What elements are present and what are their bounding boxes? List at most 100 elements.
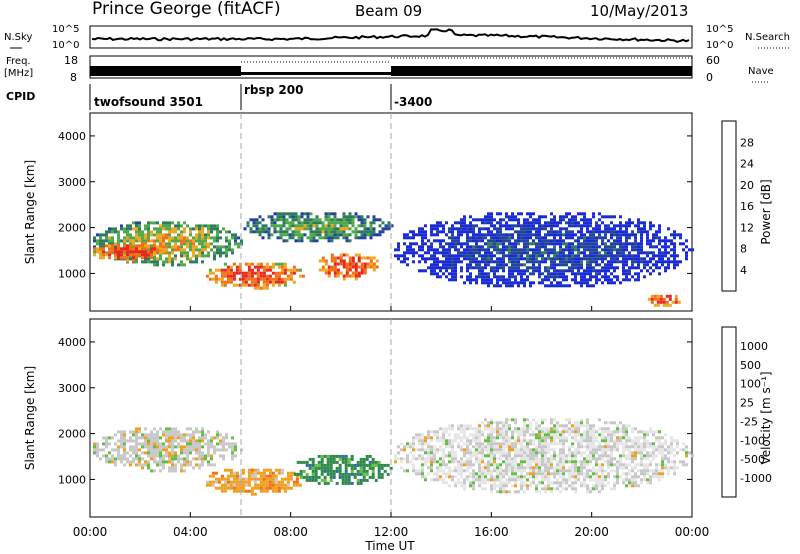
power-cells-cell-6 [674, 294, 678, 298]
velocity-cells-cell-0 [96, 451, 99, 455]
power-cells-cell-5 [445, 257, 448, 261]
power-cells-cell-5 [634, 245, 637, 249]
power-cells-cell-3 [357, 253, 361, 257]
velocity-cells-cell-1 [256, 483, 260, 487]
power-cells-cell-4 [324, 230, 328, 234]
power-cells-cell-0 [207, 236, 210, 240]
velocity-cells-cell-3 [634, 436, 637, 440]
power-cells-cell-2 [301, 274, 305, 278]
power-cells-cell-5 [667, 260, 670, 264]
power-cells-cell-5 [505, 284, 508, 288]
velocity-cells-cell-3 [475, 433, 478, 437]
power-cells-cell-5 [550, 284, 553, 288]
velocity-cells-cell-3 [499, 448, 502, 452]
power-cells-cell-4 [261, 227, 265, 231]
velocity-colorbar-tick-0: 1000 [740, 340, 768, 353]
velocity-cells-cell-1 [262, 474, 266, 478]
power-cells-cell-5 [652, 251, 655, 255]
power-cells-cell-0 [174, 254, 177, 258]
power-cells-cell-0 [216, 230, 219, 234]
cpid-segment-0: twofsound 3501 [94, 95, 203, 109]
velocity-cells-cell-3 [481, 472, 484, 476]
velocity-cells-cell-1 [226, 468, 230, 472]
power-cells-cell-5 [454, 275, 457, 279]
velocity-cells-cell-3 [652, 475, 655, 479]
power-cells-cell-0 [195, 236, 198, 240]
power-cells-cell-5 [469, 278, 472, 282]
velocity-cells-cell-3 [652, 445, 655, 449]
power-cells-cell-4 [360, 221, 364, 225]
power-cells-cell-5 [421, 233, 424, 237]
velocity-cells-cell-3 [451, 424, 454, 428]
velocity-cells-cell-3 [493, 487, 496, 491]
velocity-cells-cell-3 [541, 460, 544, 464]
power-cells-cell-0 [231, 236, 234, 240]
power-cells-cell-5 [421, 254, 424, 258]
velocity-cells-cell-3 [421, 433, 424, 437]
power-cells-cell-4 [300, 233, 304, 237]
velocity-cells-cell-3 [643, 472, 646, 476]
power-cells-cell-4 [282, 224, 286, 228]
velocity-cells-cell-3 [544, 439, 547, 443]
velocity-cells-cell-3 [481, 475, 484, 479]
power-cells-cell-5 [562, 239, 565, 243]
power-cells-cell-2 [220, 271, 224, 275]
velocity-cells-cell-3 [421, 445, 424, 449]
power-cells-cell-5 [523, 251, 526, 255]
power-cells-cell-4 [297, 236, 301, 240]
power-cells-cell-5 [478, 236, 481, 240]
velocity-cells-cell-0 [138, 427, 141, 431]
power-cells-cell-5 [523, 233, 526, 237]
power-cells-cell-0 [99, 236, 102, 240]
power-cells-cell-0 [153, 251, 156, 255]
velocity-cells-cell-3 [601, 436, 604, 440]
velocity-cells-cell-3 [565, 454, 568, 458]
power-cells-cell-5 [559, 284, 562, 288]
velocity-cells-cell-3 [508, 439, 511, 443]
velocity-cells-cell-3 [601, 469, 604, 473]
velocity-cells-cell-3 [655, 445, 658, 449]
velocity-cells-cell-3 [541, 457, 544, 461]
velocity-cells-cell-3 [655, 439, 658, 443]
power-cells-cell-5 [598, 212, 601, 216]
velocity-cells-cell-2 [314, 469, 318, 473]
velocity-cells-cell-1 [238, 474, 242, 478]
velocity-cells-cell-0 [186, 460, 189, 464]
velocity-cells-cell-0 [135, 457, 138, 461]
power-cells-cell-3 [333, 265, 337, 269]
power-cells-cell-0 [192, 251, 195, 255]
power-cells-cell-5 [463, 218, 466, 222]
velocity-cells-cell-2 [341, 481, 345, 485]
power-cells-cell-5 [529, 230, 532, 234]
velocity-cells-cell-3 [604, 442, 607, 446]
velocity-cells-cell-0 [135, 454, 138, 458]
velocity-cells-cell-3 [523, 466, 526, 470]
power-cells-cell-5 [571, 230, 574, 234]
power-cells-cell-5 [454, 227, 457, 231]
velocity-cells-cell-3 [670, 436, 673, 440]
velocity-cells-cell-3 [598, 475, 601, 479]
velocity-cells-cell-3 [502, 430, 505, 434]
velocity-cells-cell-2 [311, 463, 315, 467]
velocity-cells-cell-0 [171, 454, 174, 458]
velocity-cells-cell-3 [526, 463, 529, 467]
velocity-cells-cell-3 [574, 436, 577, 440]
power-cells-cell-5 [598, 230, 601, 234]
velocity-cells-cell-3 [667, 451, 670, 455]
velocity-cells-cell-3 [484, 418, 487, 422]
velocity-cells-cell-0 [132, 457, 135, 461]
velocity-cells-cell-3 [661, 436, 664, 440]
power-cells-cell-6 [650, 300, 654, 304]
velocity-cells-cell-3 [544, 436, 547, 440]
velocity-cells-cell-2 [347, 481, 351, 485]
velocity-cells-cell-3 [562, 481, 565, 485]
power-cells-cell-5 [691, 248, 694, 252]
power-cells-cell-5 [634, 260, 637, 264]
power-cells-cell-5 [535, 257, 538, 261]
power-cells-cell-5 [505, 212, 508, 216]
power-cells-cell-0 [180, 251, 183, 255]
velocity-cells-cell-1 [217, 486, 221, 490]
power-cells-cell-2 [223, 262, 227, 266]
velocity-cells-cell-1 [211, 474, 215, 478]
velocity-cells-cell-3 [481, 451, 484, 455]
